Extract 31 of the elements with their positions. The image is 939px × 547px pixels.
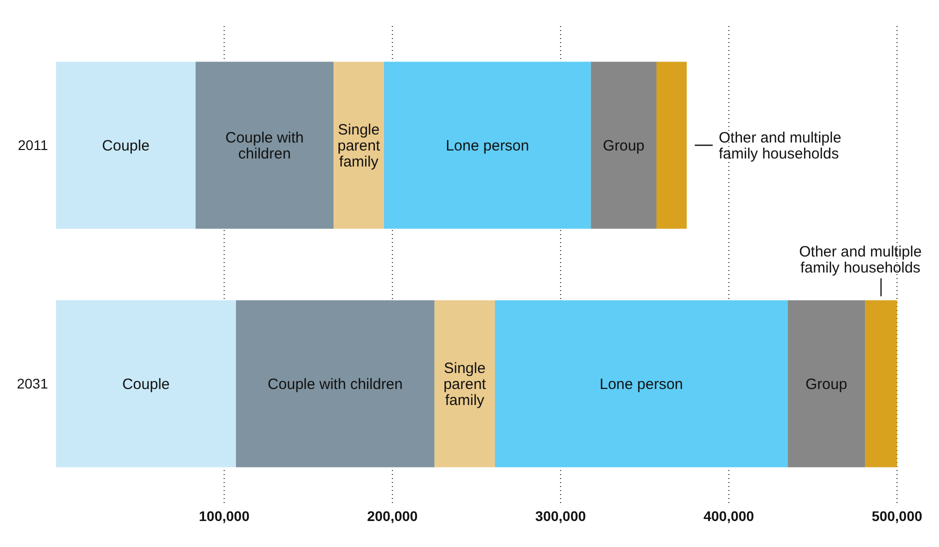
- x-tick-label: 400,000: [703, 508, 754, 524]
- bar: [656, 62, 687, 229]
- x-tick-label: 500,000: [872, 508, 923, 524]
- bar: [495, 300, 788, 468]
- bar: [865, 300, 897, 468]
- text: Couple with children: [268, 376, 403, 394]
- text: Group: [806, 376, 848, 394]
- series-label: Group: [602, 138, 645, 155]
- series-label: Couple: [102, 138, 150, 155]
- bar: [590, 62, 656, 229]
- bar: [334, 62, 384, 229]
- series-label: Lone person: [446, 138, 530, 155]
- x-tick-label: 100,000: [198, 508, 250, 524]
- series-label: Single parent family: [337, 122, 381, 171]
- text: Other and multiple family households: [718, 130, 842, 163]
- bar: [56, 300, 236, 468]
- y-tick-label: 2011: [18, 137, 48, 154]
- bar: [236, 300, 434, 468]
- text: Other and multiple family households: [799, 243, 922, 276]
- series-label: Couple with children: [225, 130, 304, 163]
- x-tick-label: 300,000: [535, 508, 586, 524]
- bar: [196, 62, 334, 229]
- bar: [434, 300, 495, 468]
- x-tick-label: 200,000: [367, 508, 418, 524]
- bar: [384, 62, 591, 229]
- text: Couple: [122, 376, 170, 394]
- text: Single parent family: [443, 360, 486, 410]
- bar: [56, 62, 196, 229]
- bar: [788, 300, 866, 468]
- text: Lone person: [600, 376, 684, 394]
- y-tick-label: 2031: [16, 376, 48, 392]
